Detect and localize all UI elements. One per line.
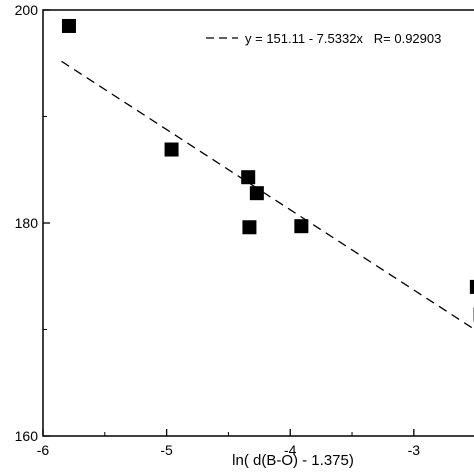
data-point — [469, 279, 474, 294]
y-tick-label: 200 — [15, 2, 39, 18]
data-point — [294, 219, 309, 234]
data-points — [61, 18, 474, 322]
y-axis-ticks: 160 180 200 — [15, 2, 50, 444]
data-point — [164, 142, 179, 157]
data-point — [61, 18, 76, 33]
x-tick-label: -5 — [160, 442, 173, 458]
data-point — [241, 170, 256, 185]
x-tick-label: -6 — [37, 442, 50, 458]
x-axis-title: ln( d(B-O) - 1.375) — [232, 452, 354, 469]
legend: y = 151.11 - 7.5332x R= 0.92903 — [206, 31, 441, 46]
x-axis-ticks: -6 -5 -4 -3 — [37, 429, 421, 458]
y-tick-label: 180 — [15, 215, 39, 231]
data-point — [242, 220, 257, 235]
fit-line-layer — [61, 60, 474, 330]
x-tick-label: -3 — [408, 442, 421, 458]
y-tick-label: 160 — [15, 428, 39, 444]
plot-frame — [42, 9, 474, 437]
x-tick-label: -4 — [284, 442, 297, 458]
fit-line — [61, 60, 474, 330]
data-point — [249, 186, 264, 201]
legend-label: y = 151.11 - 7.5332x R= 0.92903 — [245, 31, 441, 46]
